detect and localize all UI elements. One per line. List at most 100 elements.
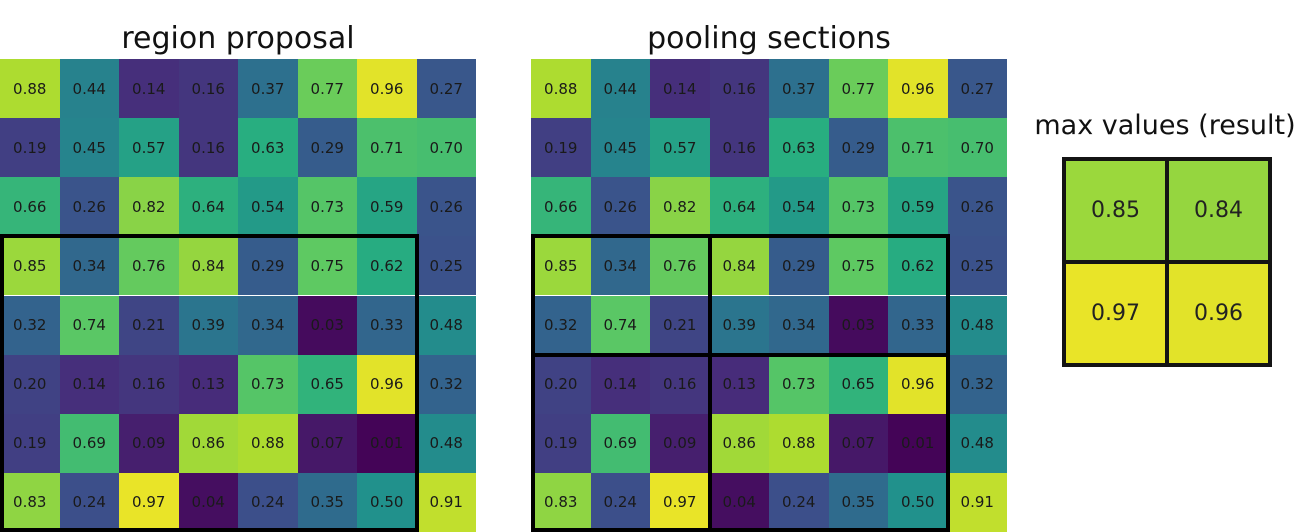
- pooling-grid-cell: 0.82: [650, 177, 710, 237]
- pooling-grid-cell: 0.20: [531, 354, 591, 414]
- region-grid-cell: 0.04: [178, 472, 238, 532]
- region-grid-cell: 0.57: [119, 118, 179, 178]
- region-grid-cell: 0.71: [357, 118, 417, 178]
- pooling-grid-cell: 0.88: [769, 413, 829, 473]
- region-grid-cell: 0.63: [238, 118, 298, 178]
- pooling-grid-cell: 0.33: [888, 295, 948, 355]
- region-grid-cell: 0.14: [119, 59, 179, 119]
- region-grid-cell: 0.07: [297, 413, 357, 473]
- pooling-grid-cell: 0.16: [709, 59, 769, 119]
- pooling-sections-title: pooling sections: [647, 21, 891, 56]
- pooling-grid-cell: 0.24: [590, 472, 650, 532]
- region-grid-cell: 0.96: [357, 354, 417, 414]
- pooling-grid-cell: 0.44: [590, 59, 650, 119]
- pooling-grid-cell: 0.88: [531, 59, 591, 119]
- region-grid-cell: 0.26: [416, 177, 476, 237]
- pooling-grid-cell: 0.16: [650, 354, 710, 414]
- pooling-grid-cell: 0.70: [947, 118, 1007, 178]
- region-grid-cell: 0.97: [119, 472, 179, 532]
- region-grid-cell: 0.73: [297, 177, 357, 237]
- pooling-grid-cell: 0.29: [828, 118, 888, 178]
- pooling-grid-cell: 0.26: [590, 177, 650, 237]
- region-grid-cell: 0.84: [178, 236, 238, 296]
- pooling-grid-cell: 0.24: [769, 472, 829, 532]
- pooling-grid-cell: 0.59: [888, 177, 948, 237]
- max-values-title: max values (result): [1034, 110, 1296, 141]
- pooling-grid-cell: 0.73: [828, 177, 888, 237]
- pooling-grid-cell: 0.19: [531, 118, 591, 178]
- pooling-grid-cell: 0.37: [769, 59, 829, 119]
- pooling-grid-cell: 0.86: [709, 413, 769, 473]
- pooling-grid-cell: 0.39: [709, 295, 769, 355]
- region-grid-cell: 0.16: [119, 354, 179, 414]
- pooling-grid-cell: 0.83: [531, 472, 591, 532]
- region-grid-cell: 0.37: [238, 59, 298, 119]
- region-grid-cell: 0.19: [0, 413, 60, 473]
- region-grid-cell: 0.33: [357, 295, 417, 355]
- pooling-grid-cell: 0.91: [947, 472, 1007, 532]
- region-grid-cell: 0.82: [119, 177, 179, 237]
- region-grid-cell: 0.85: [0, 236, 60, 296]
- region-grid-cell: 0.77: [297, 59, 357, 119]
- region-grid-cell: 0.35: [297, 472, 357, 532]
- region-grid-cell: 0.54: [238, 177, 298, 237]
- region-grid-cell: 0.73: [238, 354, 298, 414]
- pooling-grid-cell: 0.03: [828, 295, 888, 355]
- pooling-grid-cell: 0.48: [947, 295, 1007, 355]
- pooling-grid-cell: 0.48: [947, 413, 1007, 473]
- region-grid-cell: 0.01: [357, 413, 417, 473]
- region-grid-cell: 0.16: [178, 118, 238, 178]
- pooling-grid-cell: 0.27: [947, 59, 1007, 119]
- region-grid-cell: 0.83: [0, 472, 60, 532]
- region-grid-cell: 0.09: [119, 413, 179, 473]
- pooling-vertical-split: [707, 234, 712, 532]
- region-grid-cell: 0.88: [238, 413, 298, 473]
- region-grid-cell: 0.48: [416, 413, 476, 473]
- pooling-grid-cell: 0.96: [888, 354, 948, 414]
- pooling-grid-cell: 0.63: [769, 118, 829, 178]
- region-grid-cell: 0.75: [297, 236, 357, 296]
- pooling-grid-cell: 0.54: [769, 177, 829, 237]
- pooling-grid-cell: 0.73: [769, 354, 829, 414]
- region-grid-cell: 0.26: [59, 177, 119, 237]
- region-grid-cell: 0.45: [59, 118, 119, 178]
- region-grid-cell: 0.64: [178, 177, 238, 237]
- pooling-grid-cell: 0.29: [769, 236, 829, 296]
- pooling-grid-cell: 0.13: [709, 354, 769, 414]
- region-grid-cell: 0.19: [0, 118, 60, 178]
- region-grid-cell: 0.86: [178, 413, 238, 473]
- region-grid-cell: 0.44: [59, 59, 119, 119]
- region-grid-cell: 0.20: [0, 354, 60, 414]
- region-grid-cell: 0.66: [0, 177, 60, 237]
- region-grid-cell: 0.62: [357, 236, 417, 296]
- region-grid-cell: 0.50: [357, 472, 417, 532]
- max-value-cell: 0.97: [1066, 264, 1165, 363]
- pooling-grid-cell: 0.35: [828, 472, 888, 532]
- pooling-grid-cell: 0.14: [590, 354, 650, 414]
- pooling-grid-cell: 0.45: [590, 118, 650, 178]
- max-value-cell: 0.85: [1066, 161, 1165, 260]
- region-grid-cell: 0.34: [59, 236, 119, 296]
- region-proposal-grid: 0.88 0.44 0.14 0.16 0.37 0.77 0.96 0.27 0.19 0.45…: [0, 59, 476, 532]
- pooling-sections-grid: 0.88 0.44 0.14 0.16 0.37 0.77 0.96 0.27 0.19 0.45…: [531, 59, 1007, 532]
- pooling-grid-cell: 0.69: [590, 413, 650, 473]
- region-grid-cell: 0.70: [416, 118, 476, 178]
- region-grid-cell: 0.32: [416, 354, 476, 414]
- pooling-grid-cell: 0.14: [650, 59, 710, 119]
- pooling-grid-cell: 0.57: [650, 118, 710, 178]
- region-grid-cell: 0.24: [59, 472, 119, 532]
- region-grid-cell: 0.21: [119, 295, 179, 355]
- pooling-grid-cell: 0.50: [888, 472, 948, 532]
- region-grid-cell: 0.88: [0, 59, 60, 119]
- region-grid-cell: 0.03: [297, 295, 357, 355]
- pooling-grid-cell: 0.04: [709, 472, 769, 532]
- region-grid-cell: 0.27: [416, 59, 476, 119]
- region-grid-cell: 0.96: [357, 59, 417, 119]
- max-value-cell: 0.96: [1169, 264, 1268, 363]
- pooling-grid-cell: 0.07: [828, 413, 888, 473]
- pooling-grid-cell: 0.21: [650, 295, 710, 355]
- pooling-grid-cell: 0.16: [709, 118, 769, 178]
- region-grid-cell: 0.29: [297, 118, 357, 178]
- pooling-grid-cell: 0.64: [709, 177, 769, 237]
- pooling-grid-cell: 0.25: [947, 236, 1007, 296]
